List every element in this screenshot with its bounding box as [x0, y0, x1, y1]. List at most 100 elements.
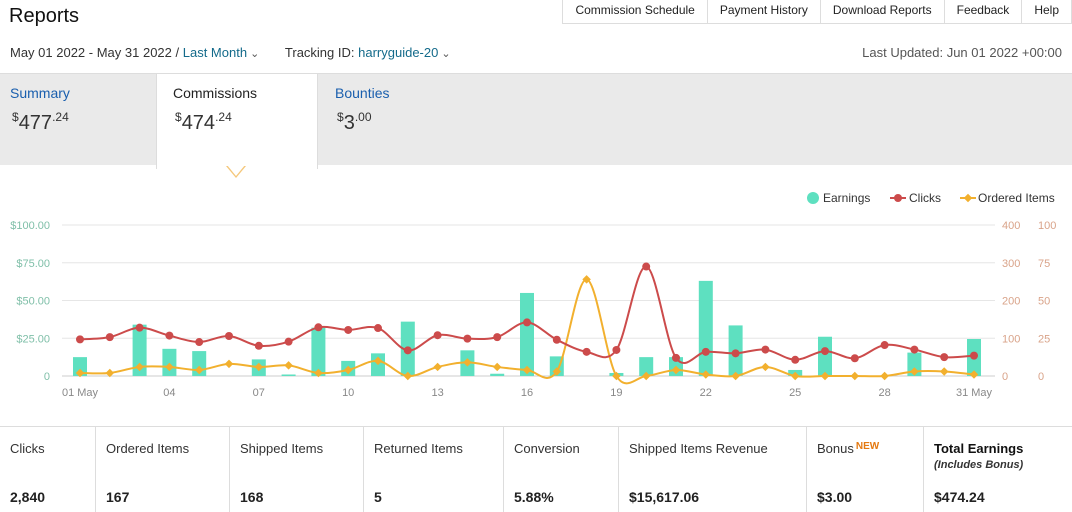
x-tick-label: 07 [253, 387, 265, 399]
ordered-items-point [165, 362, 174, 372]
clicks-point [582, 347, 591, 356]
stat-label: Conversion [514, 441, 580, 456]
x-tick-label: 25 [789, 387, 801, 399]
tab-help[interactable]: Help [1021, 0, 1072, 24]
stat-shipped-revenue: Shipped Items Revenue $15,617.06 [619, 427, 807, 512]
ordered-items-point [880, 371, 889, 381]
summary-band: Summary $477.24 Commissions $474.24 Boun… [0, 73, 1072, 169]
bounties-label[interactable]: Bounties [335, 85, 390, 101]
y-left-tick-label: $50.00 [16, 296, 50, 308]
earnings-bar [907, 352, 922, 376]
ordered-items-point [552, 367, 562, 376]
summary-label[interactable]: Summary [10, 85, 70, 101]
x-tick-label: 01 May [62, 387, 99, 399]
tab-download-reports[interactable]: Download Reports [819, 0, 945, 24]
ordered-items-point [314, 368, 323, 378]
tab-commission-schedule[interactable]: Commission Schedule [562, 0, 708, 24]
clicks-point [672, 353, 680, 362]
stat-value: $3.00 [817, 489, 853, 505]
clicks-point [463, 334, 472, 343]
legend-label: Earnings [823, 191, 870, 205]
ordered-items-point [761, 362, 770, 372]
stat-value: 168 [240, 489, 264, 505]
stat-ordered-items: Ordered Items 167 [96, 427, 230, 512]
ordered-items-point [492, 362, 502, 372]
y-right-clicks-tick-label: 100 [1002, 333, 1020, 345]
y-right-clicks-tick-label: 0 [1002, 371, 1008, 383]
clicks-point [433, 331, 442, 340]
y-left-tick-label: $75.00 [16, 258, 50, 270]
x-tick-label: 10 [342, 387, 354, 399]
clicks-point [523, 318, 531, 327]
tracking-label: Tracking ID: [284, 45, 355, 60]
x-tick-label: 31 May [956, 387, 993, 399]
stat-sublabel: (Includes Bonus) [934, 459, 1024, 471]
stat-value: $474.24 [934, 489, 985, 505]
clicks-point [701, 347, 710, 356]
x-tick-label: 28 [878, 387, 890, 399]
legend-label: Clicks [909, 191, 941, 205]
legend-clicks-marker [894, 194, 902, 202]
stat-total-earnings: Total Earnings (Includes Bonus) $474.24 [924, 427, 1072, 512]
clicks-point [165, 331, 174, 340]
ordered-items-point [910, 367, 919, 376]
x-tick-label: 13 [431, 387, 443, 399]
ordered-items-point [790, 371, 800, 381]
tab-feedback[interactable]: Feedback [943, 0, 1023, 24]
x-tick-label: 16 [521, 387, 533, 399]
stat-label: Ordered Items [106, 441, 190, 456]
clicks-point [284, 337, 293, 346]
ordered-items-point [850, 371, 860, 381]
earnings-bar [311, 327, 326, 376]
tab-payment-history[interactable]: Payment History [706, 0, 821, 24]
stat-conversion: Conversion 5.88% [504, 427, 619, 512]
stat-value: 5.88% [514, 489, 554, 505]
stat-label: Bonus NEW [817, 441, 880, 456]
clicks-point [910, 345, 919, 354]
commissions-tab[interactable]: Commissions $474.24 [156, 74, 318, 169]
ordered-items-point [343, 365, 353, 375]
ordered-items-point [731, 371, 740, 381]
earnings-chart: $100.00 400 100$75.00 300 75$50.00 200 50$25.0… [10, 191, 1056, 399]
tracking-id-value: harryguide-20 [358, 45, 439, 60]
clicks-point [195, 338, 204, 347]
earnings-bar [281, 374, 296, 376]
earnings-bar [132, 324, 147, 376]
earnings-bar [73, 357, 87, 376]
stat-value: 2,840 [10, 489, 46, 505]
clicks-point [374, 324, 382, 333]
x-tick-label: 04 [163, 387, 175, 399]
ordered-items-point [641, 371, 651, 381]
stat-value: 167 [106, 489, 130, 505]
clicks-point [552, 335, 561, 344]
clicks-point [493, 333, 502, 342]
ordered-items-point [463, 358, 472, 367]
new-badge: NEW [855, 441, 880, 452]
earnings-bar [520, 292, 534, 376]
filter-row: May 01 2022 - May 31 2022 / Last Month ⌄ … [10, 45, 451, 60]
clicks-point [761, 345, 770, 354]
chevron-down-icon: ⌄ [250, 48, 260, 60]
clicks-point [940, 353, 949, 362]
chevron-down-icon: ⌄ [441, 48, 451, 60]
clicks-point [642, 262, 651, 271]
stats-bar: Clicks 2,840 Ordered Items 167 Shipped I… [0, 426, 1072, 512]
clicks-point [731, 349, 740, 358]
ordered-items-point [194, 365, 204, 375]
summary-amount: $477.24 [12, 110, 69, 134]
period-dropdown[interactable]: Last Month ⌄ [183, 45, 260, 60]
commissions-amount: $474.24 [175, 110, 232, 134]
stat-shipped-items: Shipped Items 168 [230, 427, 364, 512]
stat-returned-items: Returned Items 5 [364, 427, 504, 512]
y-right-items-tick-label: 100 [1038, 220, 1056, 232]
y-right-items-tick-label: 0 [1038, 371, 1044, 383]
tracking-id-dropdown[interactable]: harryguide-20 ⌄ [358, 45, 450, 60]
ordered-items-point [135, 362, 144, 372]
clicks-point [254, 341, 263, 350]
commissions-label: Commissions [173, 85, 258, 101]
clicks-point [612, 345, 621, 354]
stat-label: Clicks [10, 441, 45, 456]
y-right-clicks-tick-label: 300 [1002, 258, 1020, 270]
x-tick-label: 19 [610, 387, 622, 399]
y-left-tick-label: $25.00 [16, 333, 50, 345]
